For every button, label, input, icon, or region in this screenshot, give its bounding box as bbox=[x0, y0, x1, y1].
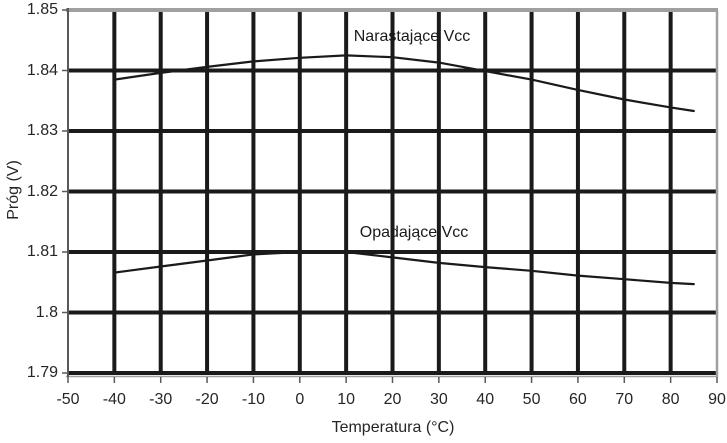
x-tick-label: 40 bbox=[476, 391, 495, 408]
series-line-0 bbox=[113, 54, 695, 113]
x-tick-label: -10 bbox=[241, 391, 265, 408]
y-tick-label: 1.8 bbox=[35, 303, 58, 321]
x-axis-title: Temperatura (°C) bbox=[331, 419, 455, 436]
y-axis-title: Próg (V) bbox=[5, 160, 22, 220]
x-tick-label: 90 bbox=[708, 391, 726, 408]
y-tick-label: 1.79 bbox=[26, 364, 58, 381]
y-tick-label: 1.82 bbox=[26, 182, 58, 200]
x-tick-label: 70 bbox=[615, 391, 634, 408]
x-tick-label: 10 bbox=[337, 391, 356, 408]
x-tick-label: -50 bbox=[56, 391, 80, 408]
y-tick-label: 1.85 bbox=[26, 1, 58, 18]
y-tick-label: 1.83 bbox=[26, 122, 58, 139]
y-tick-label: 1.84 bbox=[26, 61, 58, 79]
y-tick-label: 1.81 bbox=[26, 243, 58, 260]
series-annotation-rising-vcc: Narastające Vcc bbox=[353, 28, 471, 45]
x-tick-label: 60 bbox=[569, 391, 587, 408]
x-tick-label: 50 bbox=[522, 391, 541, 408]
x-tick-label: -20 bbox=[195, 391, 219, 408]
x-tick-label: -40 bbox=[102, 391, 126, 408]
x-tick-label: 20 bbox=[383, 391, 402, 408]
series-line-1 bbox=[113, 250, 695, 286]
x-tick-label: 30 bbox=[429, 391, 448, 408]
series-annotation-falling-vcc: Opadające Vcc bbox=[359, 224, 469, 241]
x-tick-label: 80 bbox=[661, 391, 680, 408]
x-tick-label: 0 bbox=[295, 391, 305, 408]
x-tick-label: -30 bbox=[149, 391, 173, 408]
